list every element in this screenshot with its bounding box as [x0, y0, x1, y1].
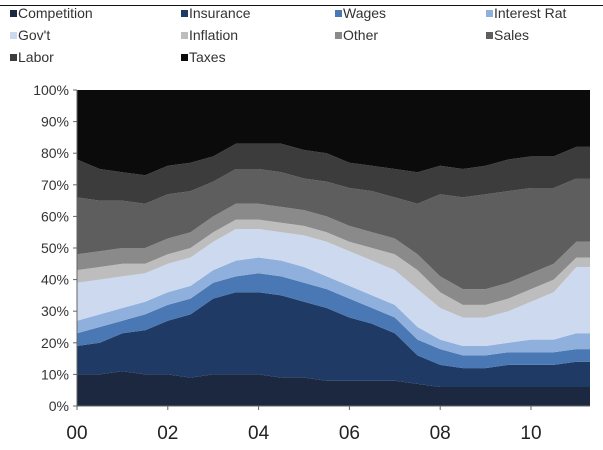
- y-tick-label: 40%: [41, 272, 69, 288]
- y-tick-label: 80%: [41, 145, 69, 161]
- y-tick-label: 60%: [41, 208, 69, 224]
- x-tick-label: 08: [430, 423, 451, 444]
- legend-swatch: [181, 9, 188, 17]
- y-tick-label: 0%: [49, 398, 69, 414]
- area-competition: [77, 371, 590, 406]
- area-interest-rat: [77, 257, 590, 356]
- legend-item-inflation: Inflation: [181, 25, 238, 45]
- area-labor: [77, 143, 590, 204]
- chart-legend: Competition Insurance Wages Interest Rat Gov…: [10, 3, 600, 69]
- area-inflation: [77, 219, 590, 318]
- legend-label: Interest Rat: [494, 5, 567, 21]
- area-other: [77, 203, 590, 305]
- legend-swatch: [486, 31, 493, 39]
- legend-item-insurance: Insurance: [181, 3, 250, 23]
- area-insurance: [77, 292, 590, 387]
- legend-swatch: [10, 53, 17, 61]
- legend-item-other: Other: [335, 25, 378, 45]
- legend-item-sales: Sales: [486, 25, 529, 45]
- y-tick-label: 100%: [33, 82, 69, 98]
- y-tick-label: 30%: [41, 303, 69, 319]
- legend-item-wages: Wages: [335, 3, 386, 23]
- legend-label: Inflation: [189, 27, 239, 43]
- x-tick-label: 02: [157, 423, 178, 444]
- legend-item-competition: Competition: [10, 3, 93, 23]
- legend-item-taxes: Taxes: [181, 47, 226, 67]
- y-tick-label: 70%: [41, 177, 69, 193]
- legend-item-gov-t: Gov't: [10, 25, 50, 45]
- x-tick-label: 06: [339, 423, 360, 444]
- y-tick-label: 10%: [41, 366, 69, 382]
- top-border-line: [0, 5, 603, 6]
- legend-swatch: [335, 9, 342, 17]
- legend-item-labor: Labor: [10, 47, 54, 67]
- x-tick-label: 04: [248, 423, 270, 444]
- legend-swatch: [181, 53, 188, 61]
- area-wages: [77, 273, 590, 369]
- y-tick-label: 90%: [41, 114, 69, 130]
- legend-swatch: [335, 31, 342, 39]
- y-tick-label: 50%: [41, 240, 69, 256]
- area-gov-t: [77, 229, 590, 346]
- legend-label: Wages: [343, 5, 387, 21]
- legend-label: Sales: [494, 27, 530, 43]
- legend-swatch: [10, 9, 17, 17]
- y-tick-label: 20%: [41, 335, 69, 351]
- legend-swatch: [486, 9, 493, 17]
- area-taxes: [77, 90, 590, 176]
- x-tick-label: 10: [520, 423, 541, 444]
- legend-label: Other: [343, 27, 379, 43]
- legend-label: Competition: [18, 5, 93, 21]
- legend-item-interest-rat: Interest Rat: [486, 3, 566, 23]
- legend-swatch: [181, 31, 188, 39]
- area-series-group: [77, 90, 590, 406]
- legend-label: Labor: [18, 49, 54, 65]
- legend-label: Insurance: [189, 5, 251, 21]
- area-sales: [77, 169, 590, 290]
- legend-swatch: [10, 31, 17, 39]
- legend-label: Gov't: [18, 27, 51, 43]
- x-tick-label: 00: [66, 423, 87, 444]
- legend-label: Taxes: [189, 49, 226, 65]
